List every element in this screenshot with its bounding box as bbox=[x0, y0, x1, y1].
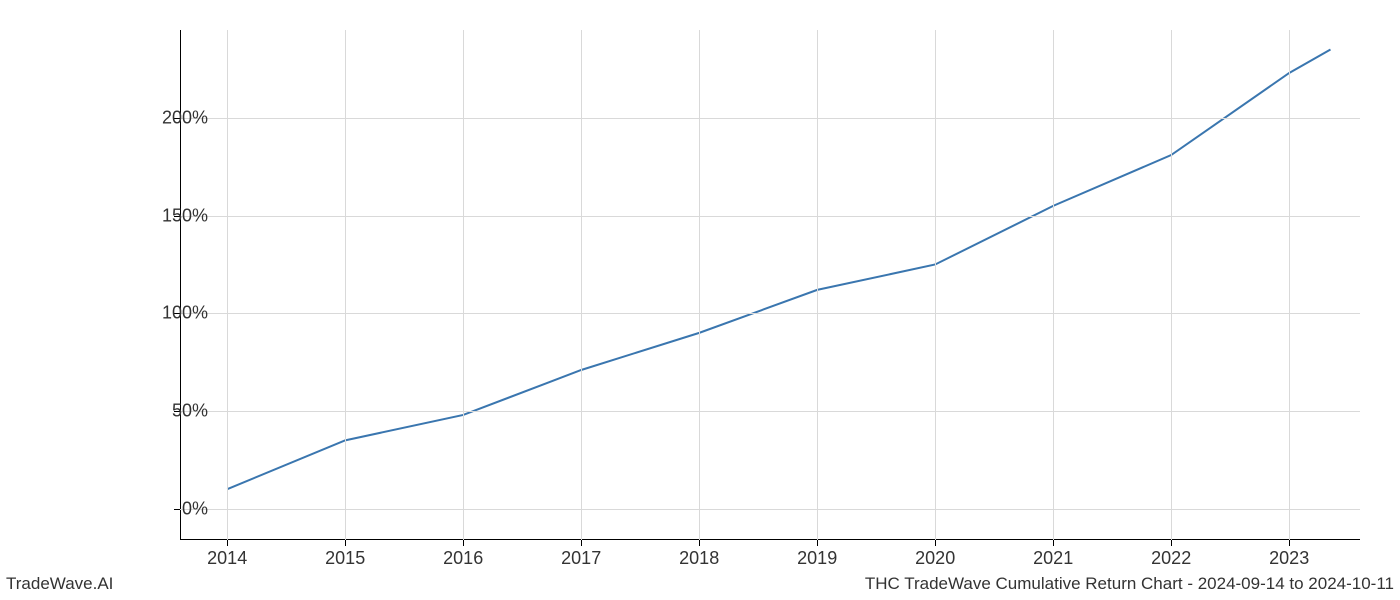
grid-line-vertical bbox=[227, 30, 228, 540]
grid-line-horizontal bbox=[180, 216, 1360, 217]
footer-caption: THC TradeWave Cumulative Return Chart - … bbox=[865, 574, 1394, 594]
y-tick-label: 200% bbox=[162, 107, 208, 128]
footer-brand: TradeWave.AI bbox=[6, 574, 113, 594]
grid-line-horizontal bbox=[180, 118, 1360, 119]
grid-line-vertical bbox=[1053, 30, 1054, 540]
grid-line-horizontal bbox=[180, 313, 1360, 314]
grid-line-vertical bbox=[463, 30, 464, 540]
y-tick-label: 0% bbox=[182, 498, 208, 519]
x-tick bbox=[463, 540, 464, 546]
grid-line-vertical bbox=[1171, 30, 1172, 540]
grid-line-horizontal bbox=[180, 411, 1360, 412]
x-tick-label: 2018 bbox=[679, 548, 719, 569]
x-tick bbox=[935, 540, 936, 546]
grid-line-vertical bbox=[817, 30, 818, 540]
grid-line-vertical bbox=[1289, 30, 1290, 540]
x-tick bbox=[345, 540, 346, 546]
grid-line-vertical bbox=[699, 30, 700, 540]
x-tick-label: 2015 bbox=[325, 548, 365, 569]
x-tick-label: 2023 bbox=[1269, 548, 1309, 569]
chart-plot-area bbox=[180, 30, 1360, 540]
y-tick-label: 100% bbox=[162, 303, 208, 324]
line-series-svg bbox=[180, 30, 1360, 540]
grid-line-horizontal bbox=[180, 509, 1360, 510]
y-tick-label: 50% bbox=[172, 401, 208, 422]
x-tick-label: 2017 bbox=[561, 548, 601, 569]
x-tick-label: 2016 bbox=[443, 548, 483, 569]
grid-line-vertical bbox=[935, 30, 936, 540]
grid-line-vertical bbox=[581, 30, 582, 540]
x-tick-label: 2014 bbox=[207, 548, 247, 569]
y-tick bbox=[174, 509, 180, 510]
x-tick bbox=[1171, 540, 1172, 546]
x-tick-label: 2022 bbox=[1151, 548, 1191, 569]
y-tick-label: 150% bbox=[162, 205, 208, 226]
x-tick bbox=[1289, 540, 1290, 546]
x-tick bbox=[581, 540, 582, 546]
x-tick bbox=[1053, 540, 1054, 546]
x-tick-label: 2021 bbox=[1033, 548, 1073, 569]
x-tick bbox=[227, 540, 228, 546]
x-tick bbox=[699, 540, 700, 546]
x-tick-label: 2020 bbox=[915, 548, 955, 569]
x-tick bbox=[817, 540, 818, 546]
grid-line-vertical bbox=[345, 30, 346, 540]
line-series bbox=[227, 50, 1330, 490]
x-tick-label: 2019 bbox=[797, 548, 837, 569]
